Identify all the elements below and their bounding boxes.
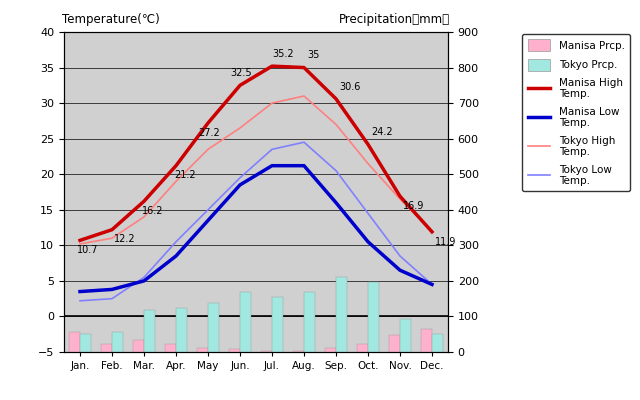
Text: 12.2: 12.2 (114, 234, 135, 244)
Bar (112, 332, 123, 352)
Text: Temperature(℃): Temperature(℃) (62, 13, 160, 26)
Text: 11.9: 11.9 (435, 237, 456, 247)
Bar (101, 344, 112, 352)
Bar (208, 303, 219, 352)
Bar (197, 348, 208, 352)
Legend: Manisa Prcp., Tokyo Prcp., Manisa High
Temp., Manisa Low
Temp., Tokyo High
Temp.: Manisa Prcp., Tokyo Prcp., Manisa High T… (522, 34, 630, 191)
Text: 21.2: 21.2 (174, 170, 196, 180)
Text: 10.7: 10.7 (77, 245, 99, 255)
Bar (80, 334, 92, 352)
Bar (176, 308, 187, 352)
Bar (432, 334, 443, 352)
Bar (304, 292, 315, 352)
Bar (293, 351, 304, 352)
Text: 35.2: 35.2 (272, 49, 294, 59)
Text: 16.9: 16.9 (403, 201, 424, 211)
Text: 30.6: 30.6 (339, 82, 360, 92)
Bar (336, 277, 347, 352)
Bar (388, 335, 400, 352)
Bar (325, 348, 336, 352)
Bar (400, 319, 412, 352)
Bar (133, 340, 144, 352)
Text: 35: 35 (307, 50, 319, 60)
Bar (165, 344, 176, 352)
Text: 27.2: 27.2 (198, 128, 220, 138)
Text: 32.5: 32.5 (230, 68, 252, 78)
Bar (421, 329, 432, 352)
Bar (368, 282, 379, 352)
Bar (240, 292, 251, 352)
Bar (272, 297, 283, 352)
Bar (261, 351, 272, 352)
Bar (229, 349, 240, 352)
Text: 24.2: 24.2 (371, 127, 393, 137)
Bar (357, 344, 368, 352)
Bar (69, 332, 80, 352)
Text: Precipitation（mm）: Precipitation（mm） (339, 13, 450, 26)
Text: 16.2: 16.2 (143, 206, 164, 216)
Bar (144, 310, 155, 352)
